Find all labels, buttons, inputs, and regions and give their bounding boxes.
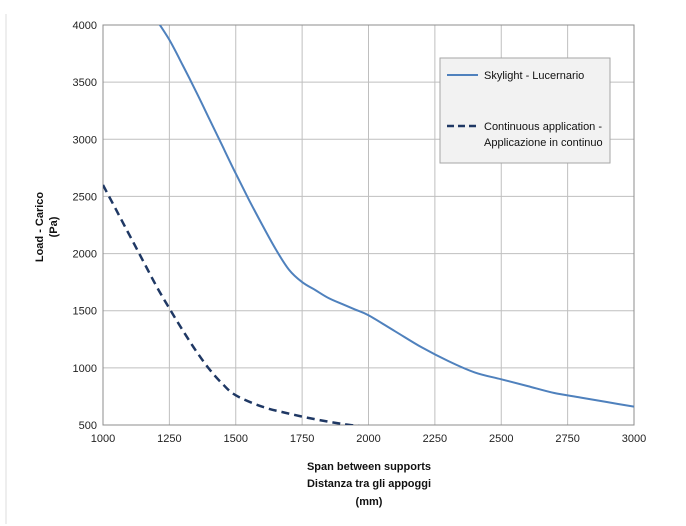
y-tick-label: 2500 — [73, 191, 97, 203]
x-tick-label: 3000 — [622, 433, 646, 445]
x-tick-label: 1000 — [91, 433, 115, 445]
x-tick-label: 2750 — [555, 433, 579, 445]
y-tick-label: 1000 — [73, 363, 97, 375]
x-tick-label: 2250 — [423, 433, 447, 445]
legend-label-continuous-line-1: Continuous application - — [484, 121, 602, 133]
legend-label-continuous-line-2: Applicazione in continuo — [484, 137, 603, 149]
x-axis-label-line-2: Distanza tra gli appoggi — [307, 478, 431, 490]
x-axis-label-line-1: Span between supports — [307, 461, 431, 473]
y-axis-label-line-1: Load - Carico — [34, 192, 46, 263]
series-line-skylight — [158, 25, 634, 408]
y-tick-label: 2000 — [73, 249, 97, 261]
legend-label-skylight: Skylight - Lucernario — [484, 70, 584, 82]
series-layer — [103, 25, 634, 425]
y-tick-label: 500 — [79, 420, 97, 432]
x-tick-label: 1250 — [157, 433, 181, 445]
x-axis-label-line-3: (mm) — [356, 496, 383, 508]
y-axis-label-line-2: (Pa) — [48, 216, 60, 237]
x-tick-label: 2000 — [356, 433, 380, 445]
y-axis-tick-labels: 500 1000 1500 2000 2500 3000 3500 4000 — [73, 20, 97, 432]
y-tick-label: 3000 — [73, 134, 97, 146]
y-tick-label: 4000 — [73, 20, 97, 32]
x-tick-label: 2500 — [489, 433, 513, 445]
x-axis-tick-labels: 1000 1250 1500 1750 2000 2250 2500 2750 3000 — [91, 433, 646, 445]
legend: Skylight - Lucernario Continuous applica… — [439, 57, 611, 164]
series-line-continuous — [103, 184, 361, 425]
plot-area-frame — [102, 24, 635, 426]
y-tick-label: 3500 — [73, 77, 97, 89]
y-tick-label: 1500 — [73, 306, 97, 318]
x-tick-label: 1750 — [290, 433, 314, 445]
x-tick-label: 1500 — [224, 433, 248, 445]
